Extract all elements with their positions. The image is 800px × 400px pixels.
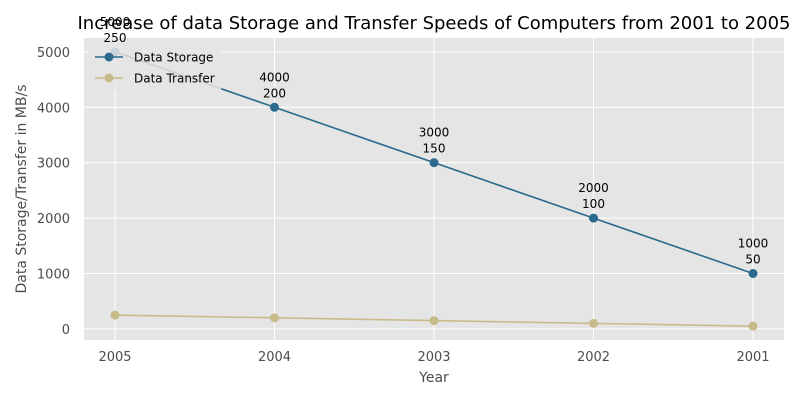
data-label: 50 <box>745 253 760 267</box>
x-tick-label: 2002 <box>577 350 610 365</box>
y-tick-label: 1000 <box>37 268 70 283</box>
y-tick-label: 2000 <box>37 212 70 227</box>
chart-title: Increase of data Storage and Transfer Sp… <box>78 13 791 34</box>
data-point <box>748 269 758 279</box>
data-point <box>589 318 598 328</box>
y-tick-label: 0 <box>62 323 70 338</box>
x-tick-label: 2005 <box>98 350 131 365</box>
data-label: 100 <box>582 197 605 211</box>
data-label: 200 <box>263 86 286 100</box>
legend-swatch-marker <box>104 52 114 62</box>
y-tick-label: 5000 <box>37 46 70 61</box>
legend-label: Data Storage <box>134 51 213 65</box>
data-point <box>429 316 439 326</box>
data-label: 250 <box>104 31 127 45</box>
legend-swatch-marker <box>104 73 114 83</box>
legend: Data Storage Data Transfer <box>88 44 222 90</box>
data-label: 3000 <box>419 126 450 140</box>
data-label: 150 <box>423 142 446 156</box>
y-tick-label: 3000 <box>37 157 70 172</box>
grid-layer <box>84 38 784 340</box>
data-point <box>429 158 439 168</box>
data-label: 5000 <box>100 15 131 29</box>
data-label: 2000 <box>578 181 609 195</box>
tick-layer: 0 1000 2000 3000 4000 5000 2005 2004 2003 2002 200… <box>37 46 770 365</box>
y-axis-label: Data Storage/Transfer in MB/s <box>14 84 30 293</box>
legend-label: Data Transfer <box>134 72 215 86</box>
data-point <box>110 310 120 320</box>
data-point <box>589 213 598 223</box>
data-label: 4000 <box>259 70 290 84</box>
x-tick-label: 2001 <box>736 350 769 365</box>
data-point <box>270 313 279 323</box>
data-point <box>270 102 279 112</box>
x-axis-label: Year <box>418 370 449 386</box>
x-tick-label: 2003 <box>417 350 450 365</box>
data-label: 1000 <box>738 237 769 251</box>
data-label-layer: 5000 250 4000 200 3000 150 2000 100 1000 50 <box>100 15 769 267</box>
y-tick-label: 4000 <box>37 101 70 116</box>
data-point <box>748 321 758 331</box>
x-tick-label: 2004 <box>258 350 291 365</box>
